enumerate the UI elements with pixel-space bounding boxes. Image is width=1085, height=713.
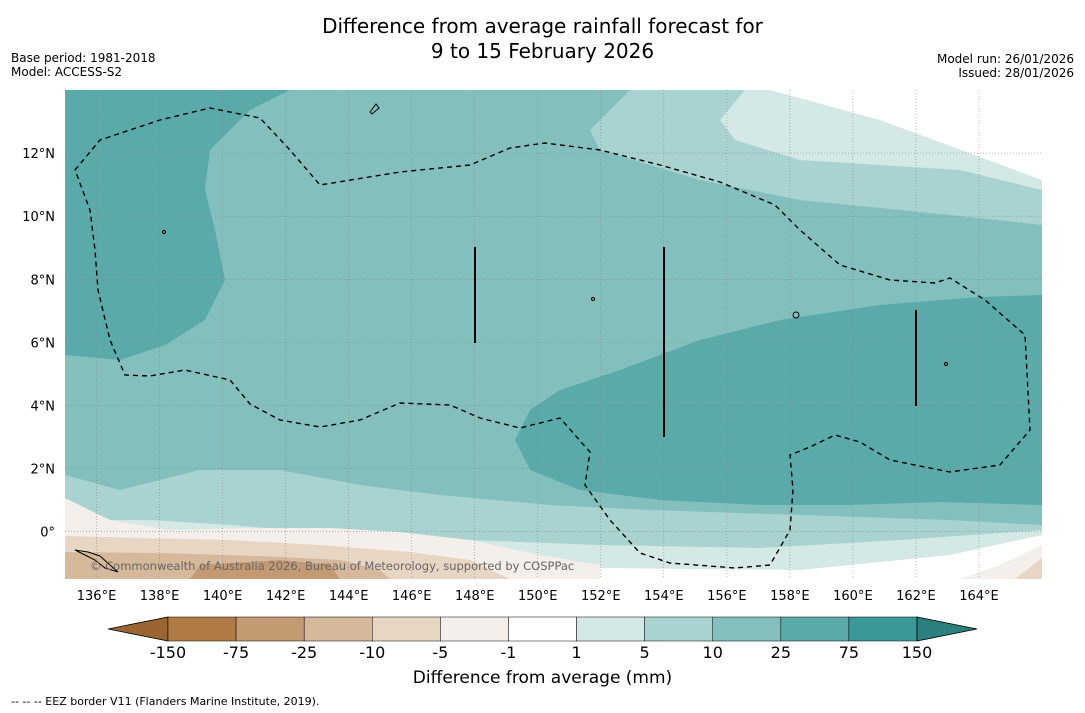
map-panel <box>65 90 1042 579</box>
lon-label: 164°E <box>959 589 999 604</box>
island-guam <box>369 103 380 115</box>
lon-label: 162°E <box>896 589 936 604</box>
colorbar-tick-label: 25 <box>770 643 791 662</box>
colorbar-tick-label: -25 <box>291 643 318 662</box>
latitude-labels: 12°N 10°N 8°N 6°N 4°N 2°N 0° <box>22 147 55 541</box>
colorbar-tick-label: 10 <box>702 643 723 662</box>
base-period: Base period: 1981-2018 <box>11 51 156 65</box>
title-line-1: Difference from average rainfall forecas… <box>322 14 763 38</box>
lon-label: 146°E <box>392 589 432 604</box>
island-c <box>944 362 948 366</box>
colorbar-tick-label: -75 <box>223 643 250 662</box>
lat-label: 2°N <box>31 463 56 478</box>
colorbar-tick-label: -10 <box>359 643 386 662</box>
meta-right: Model run: 26/01/2026 Issued: 28/01/2026 <box>937 52 1074 80</box>
colorbar-segment <box>576 616 645 642</box>
colorbar-segment <box>712 616 782 642</box>
lat-label: 6°N <box>31 336 56 351</box>
lat-label: 8°N <box>31 273 56 288</box>
lat-label: 10°N <box>22 210 55 225</box>
copyright-text: © Commonwealth of Australia 2026, Bureau… <box>90 559 575 573</box>
longitude-labels: 136°E 138°E 140°E 142°E 144°E 146°E 148°E 150°E… <box>77 589 999 604</box>
meta-left: Base period: 1981-2018 Model: ACCESS-S2 <box>11 51 156 79</box>
colorbar-tick-label: 5 <box>639 643 650 662</box>
lat-label: 12°N <box>22 147 55 162</box>
lon-label: 156°E <box>707 589 747 604</box>
colorbar-extend-low <box>107 616 169 642</box>
contour-neg-east-2 <box>1015 558 1042 579</box>
contour-core-east <box>515 295 1042 505</box>
colorbar-extend-high <box>916 616 978 642</box>
graticule <box>65 90 1042 579</box>
model-name: Model: ACCESS-S2 <box>11 65 123 79</box>
map-title: Difference from average rainfall forecas… <box>0 14 1085 64</box>
lon-label: 150°E <box>518 589 558 604</box>
colorbar-segment <box>848 616 918 642</box>
lon-label: 138°E <box>140 589 180 604</box>
colorbar-segment <box>303 616 373 642</box>
colorbar-tick-label: -1 <box>500 643 517 662</box>
lon-label: 136°E <box>77 589 117 604</box>
lon-label: 140°E <box>203 589 243 604</box>
colorbar-tick-label: 1 <box>571 643 582 662</box>
issued-date: Issued: 28/01/2026 <box>958 66 1074 80</box>
lat-label: 4°N <box>31 399 56 414</box>
island-png-coast <box>74 549 119 573</box>
lon-label: 154°E <box>644 589 684 604</box>
colorbar-tick-label: -5 <box>432 643 449 662</box>
colorbar-segment <box>644 616 713 642</box>
colorbar-segment <box>372 616 441 642</box>
lon-label: 148°E <box>455 589 495 604</box>
colorbar-tick-label: 150 <box>901 643 933 662</box>
colorbar-segment <box>167 616 237 642</box>
eez-legend: -- -- -- EEZ border V11 (Flanders Marine… <box>11 695 320 708</box>
contour-core-west <box>65 90 290 360</box>
contour-neg-25 <box>190 560 340 579</box>
lon-label: 152°E <box>581 589 621 604</box>
colorbar-segment <box>235 616 305 642</box>
model-run: Model run: 26/01/2026 <box>936 52 1074 66</box>
colorbar-tick-label: -150 <box>149 643 187 662</box>
island-markers <box>474 247 917 437</box>
islands <box>74 103 948 573</box>
colorbar-segment <box>780 616 850 642</box>
lon-label: 142°E <box>266 589 306 604</box>
lon-label: 158°E <box>770 589 810 604</box>
island-pohnpei <box>792 311 800 319</box>
island-b <box>591 297 595 301</box>
island-a <box>162 230 166 234</box>
colorbar-tick-label: 75 <box>838 643 860 662</box>
colorbar-title: Difference from average (mm) <box>412 668 673 688</box>
lon-label: 160°E <box>833 589 873 604</box>
contour-neg-east <box>960 545 1042 579</box>
lat-label: 0° <box>40 526 55 541</box>
colorbar <box>107 616 978 642</box>
title-line-2: 9 to 15 February 2026 <box>430 39 655 63</box>
colorbar-segment <box>508 616 577 642</box>
lon-label: 144°E <box>329 589 369 604</box>
colorbar-segment <box>440 616 509 642</box>
